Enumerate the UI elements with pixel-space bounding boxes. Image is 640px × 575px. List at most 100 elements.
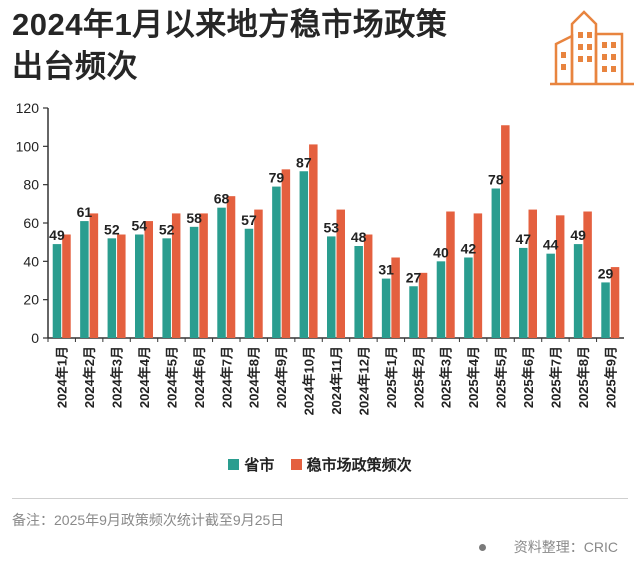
bar-series2	[528, 209, 537, 338]
y-tick-label: 60	[23, 215, 39, 231]
bar-series2	[583, 211, 592, 338]
bar-series1	[135, 234, 144, 338]
bar-series2	[144, 221, 153, 338]
data-label: 68	[214, 191, 230, 207]
data-label: 57	[241, 212, 257, 228]
bar-series2	[309, 144, 318, 338]
bar-series1	[107, 238, 117, 338]
data-label: 79	[269, 170, 285, 186]
bar-series1	[272, 186, 281, 338]
source-credit: 资料整理：CRIC	[478, 537, 618, 557]
x-tick-label: 2025年5月	[494, 346, 509, 408]
x-tick-label: 2025年9月	[603, 346, 618, 408]
data-label: 49	[49, 227, 65, 243]
x-tick-label: 2024年3月	[110, 346, 125, 408]
title-line-2: 出台频次	[12, 49, 138, 84]
legend-swatch-orange	[290, 459, 302, 470]
x-tick-label: 2025年1月	[384, 346, 399, 408]
data-label: 29	[598, 265, 614, 281]
bar-series1	[601, 282, 610, 338]
x-tick-label: 2025年6月	[521, 346, 536, 408]
x-tick-label: 2024年6月	[192, 346, 207, 408]
bar-series1	[162, 238, 171, 338]
x-tick-label: 2024年10月	[302, 346, 317, 415]
bar-series2	[418, 272, 428, 338]
x-tick-label: 2024年12月	[356, 346, 371, 415]
bar-series2	[62, 234, 71, 338]
bar-series1	[327, 236, 336, 338]
bar-series2	[281, 169, 291, 338]
data-label: 48	[351, 229, 367, 245]
bar-chart: 0 20 40 60 80 100 120 49 2024年1月 61 2024年2月 52 2024年…	[16, 100, 624, 415]
title-line-1: 2024年1月以来地方稳市场政策	[12, 7, 448, 42]
bar-series1	[491, 188, 501, 338]
legend-item-series1: 省市	[228, 454, 274, 475]
data-label: 44	[543, 237, 559, 253]
legend-swatch-teal	[228, 459, 240, 470]
bar-series1	[354, 246, 363, 338]
data-label: 40	[433, 244, 449, 260]
bar-series1	[244, 228, 254, 338]
bar-series2	[501, 125, 510, 338]
footnote: 备注：2025年9月政策频次统计截至9月25日	[12, 512, 285, 528]
bar-series2	[117, 234, 126, 338]
x-tick-label: 2024年1月	[55, 346, 70, 408]
bar-series1	[436, 261, 446, 338]
legend: 省市 稳市场政策频次	[0, 454, 640, 475]
bar-series1	[299, 171, 309, 338]
bar-series1	[464, 257, 473, 338]
bar-series2	[446, 211, 455, 338]
footer-divider	[12, 498, 628, 499]
legend-label-series1: 省市	[244, 457, 275, 474]
source-text: 资料整理：CRIC	[513, 539, 618, 555]
bar-series2	[89, 213, 99, 338]
x-tick-label: 2024年8月	[247, 346, 262, 408]
data-label: 27	[406, 269, 422, 285]
data-label: 52	[159, 221, 175, 237]
bar-series2	[171, 213, 181, 338]
bar-series2	[555, 215, 565, 338]
bar-series1	[573, 244, 583, 338]
bar-series2	[226, 196, 236, 338]
x-tick-label: 2024年2月	[82, 346, 97, 408]
y-tick-label: 40	[23, 253, 39, 269]
x-tick-label: 2025年8月	[576, 346, 591, 408]
x-tick-label: 2024年7月	[219, 346, 234, 408]
y-tick-label: 100	[16, 138, 40, 154]
bar-series2	[254, 209, 263, 338]
bar-series1	[519, 247, 528, 338]
y-tick-label: 120	[16, 100, 40, 116]
bar-series1	[546, 253, 555, 338]
bar-series1	[52, 244, 62, 338]
x-tick-label: 2025年3月	[439, 346, 454, 408]
y-tick-label: 0	[31, 330, 39, 346]
bar-series2	[473, 213, 483, 338]
data-label: 47	[515, 231, 531, 247]
bar-series1	[189, 226, 199, 338]
bar-series1	[217, 207, 226, 338]
x-tick-label: 2024年4月	[137, 346, 152, 408]
buildings-logo-icon	[550, 10, 634, 86]
data-label: 52	[104, 221, 120, 237]
chart-title: 2024年1月以来地方稳市场政策 出台频次	[12, 4, 532, 88]
x-tick-label: 2024年5月	[164, 346, 179, 408]
data-label: 53	[323, 219, 339, 235]
x-tick-label: 2024年11月	[329, 346, 344, 415]
data-label: 49	[570, 227, 586, 243]
x-tick-label: 2025年7月	[548, 346, 563, 408]
legend-item-series2: 稳市场政策频次	[290, 454, 412, 475]
data-label: 31	[378, 262, 394, 278]
x-tick-label: 2024年9月	[274, 346, 289, 408]
data-label: 87	[296, 154, 312, 170]
bar-series2	[199, 213, 208, 338]
data-label: 58	[186, 210, 202, 226]
bar-series1	[80, 221, 89, 338]
bullet-dot-icon	[478, 543, 486, 551]
x-tick-label: 2025年2月	[411, 346, 426, 408]
data-label: 54	[131, 218, 147, 234]
bar-series2	[363, 234, 373, 338]
bar-series1	[381, 278, 391, 338]
bar-series2	[336, 209, 345, 338]
data-label: 61	[77, 204, 93, 220]
bar-series2	[391, 257, 400, 338]
